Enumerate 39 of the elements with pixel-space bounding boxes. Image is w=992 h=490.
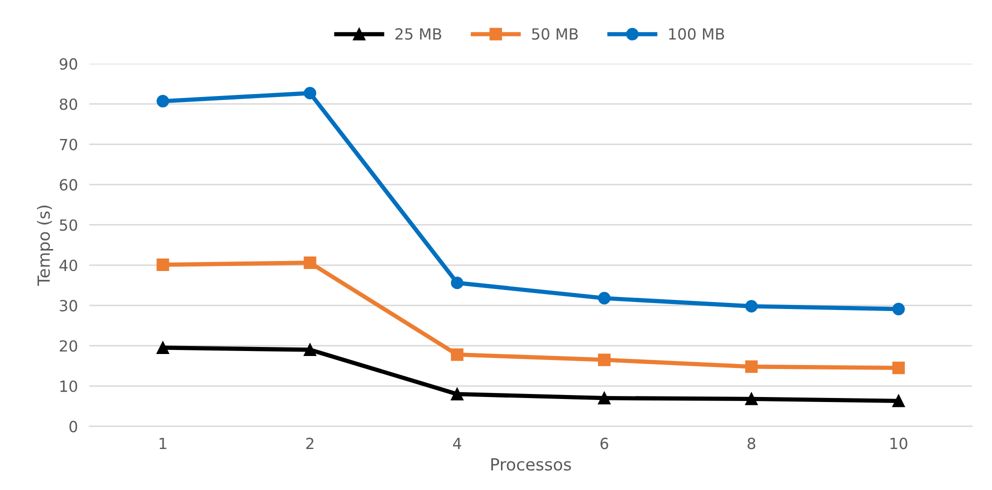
x-tick-label: 4 bbox=[453, 438, 462, 450]
x-tick-label: 8 bbox=[748, 438, 756, 450]
y-tick-label: 90 bbox=[60, 58, 78, 70]
y-tick-label: 30 bbox=[60, 300, 78, 312]
point bbox=[598, 392, 611, 404]
y-tick-label: 60 bbox=[60, 179, 78, 191]
y-tick-label: 80 bbox=[60, 98, 78, 110]
point bbox=[892, 302, 905, 316]
x-axis-title: Processos bbox=[491, 458, 571, 471]
point bbox=[156, 341, 170, 354]
point bbox=[598, 292, 611, 304]
y-axis-title: Tempo (s) bbox=[37, 206, 54, 286]
x-tick-label: 1 bbox=[160, 438, 166, 450]
x-tick-label: 10 bbox=[890, 438, 908, 450]
point bbox=[892, 362, 905, 374]
point bbox=[304, 256, 316, 269]
point bbox=[450, 388, 464, 400]
point bbox=[304, 86, 316, 100]
legend-label: 50 MB bbox=[532, 28, 578, 40]
point bbox=[156, 94, 170, 108]
point bbox=[450, 276, 464, 290]
legend-label: 100 MB bbox=[669, 28, 724, 40]
y-tick-label: 10 bbox=[60, 380, 78, 392]
point bbox=[450, 348, 464, 361]
x-tick-label: 2 bbox=[306, 438, 314, 450]
y-tick-label: 20 bbox=[60, 340, 78, 352]
point bbox=[745, 392, 758, 406]
legend-label: 25 MB bbox=[395, 28, 442, 40]
x-tick-label: 6 bbox=[600, 438, 608, 450]
y-tick-label: 40 bbox=[59, 260, 78, 272]
point bbox=[598, 354, 611, 366]
point bbox=[156, 258, 170, 271]
point bbox=[745, 360, 758, 373]
point bbox=[892, 394, 905, 408]
point bbox=[304, 344, 316, 356]
y-tick-label: 0 bbox=[69, 420, 78, 432]
y-tick-label: 50 bbox=[60, 219, 78, 231]
y-tick-label: 70 bbox=[60, 138, 78, 150]
point bbox=[745, 300, 758, 312]
